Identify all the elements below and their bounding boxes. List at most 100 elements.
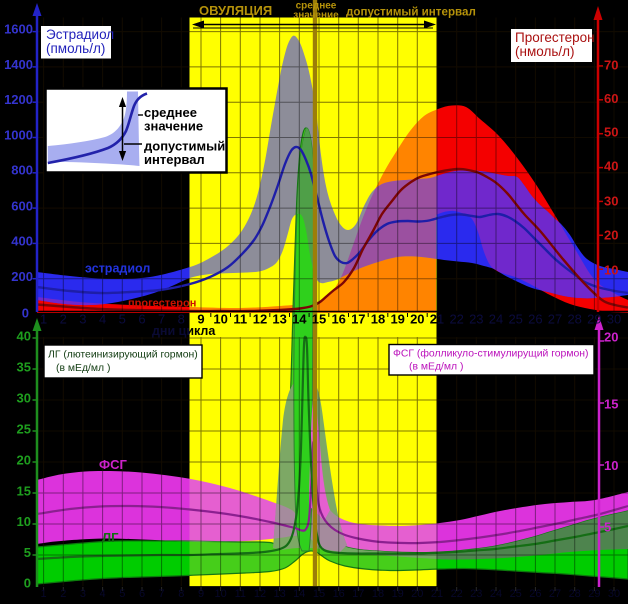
- svg-text:0: 0: [22, 306, 29, 321]
- svg-text:10: 10: [604, 263, 618, 278]
- svg-text:1600: 1600: [4, 22, 33, 37]
- svg-text:9: 9: [198, 588, 204, 599]
- svg-text:ЛГ (лютеинизирующий гормон): ЛГ (лютеинизирующий гормон): [48, 350, 198, 361]
- svg-text:5: 5: [119, 588, 125, 599]
- svg-text:40: 40: [604, 159, 618, 174]
- svg-text:18: 18: [372, 588, 384, 599]
- svg-text:21: 21: [431, 588, 443, 599]
- svg-text:22: 22: [451, 588, 463, 599]
- svg-text:20: 20: [17, 453, 31, 468]
- svg-text:17: 17: [351, 312, 365, 327]
- svg-text:5: 5: [119, 312, 126, 327]
- svg-text:50: 50: [604, 125, 618, 140]
- svg-text:10: 10: [213, 312, 227, 327]
- svg-text:19: 19: [392, 588, 404, 599]
- svg-text:эстрадиол: эстрадиол: [85, 262, 150, 276]
- svg-text:28: 28: [567, 312, 581, 327]
- svg-text:9: 9: [197, 312, 204, 327]
- svg-text:40: 40: [17, 329, 31, 344]
- svg-text:Прогестерон: Прогестерон: [515, 30, 595, 45]
- svg-text:29: 29: [588, 588, 600, 599]
- svg-text:30: 30: [608, 588, 620, 599]
- svg-text:ЛГ: ЛГ: [102, 530, 119, 545]
- svg-text:10: 10: [214, 588, 226, 599]
- svg-text:16: 16: [331, 312, 345, 327]
- svg-text:2: 2: [60, 588, 66, 599]
- svg-text:значение: значение: [293, 10, 339, 21]
- svg-text:20: 20: [411, 588, 423, 599]
- svg-text:Эстрадиол: Эстрадиол: [46, 27, 114, 42]
- svg-text:30: 30: [17, 391, 31, 406]
- svg-text:25: 25: [510, 588, 522, 599]
- svg-text:25: 25: [17, 422, 31, 437]
- svg-text:200: 200: [11, 269, 33, 284]
- svg-text:21: 21: [430, 312, 444, 327]
- svg-text:7: 7: [159, 588, 165, 599]
- svg-text:1000: 1000: [4, 128, 33, 143]
- svg-text:(в мЕд/мл ): (в мЕд/мл ): [56, 363, 110, 374]
- svg-text:12: 12: [253, 312, 267, 327]
- svg-text:60: 60: [604, 91, 618, 106]
- svg-text:25: 25: [508, 312, 522, 327]
- svg-text:400: 400: [11, 234, 33, 249]
- svg-text:интервал: интервал: [144, 152, 205, 167]
- svg-text:14: 14: [292, 312, 307, 327]
- svg-text:10: 10: [17, 514, 31, 529]
- svg-text:1400: 1400: [4, 57, 33, 72]
- svg-text:8: 8: [178, 588, 184, 599]
- svg-text:600: 600: [11, 199, 33, 214]
- svg-text:среднее: среднее: [144, 105, 197, 120]
- svg-text:15: 15: [604, 397, 618, 412]
- svg-text:6: 6: [139, 588, 145, 599]
- svg-text:30: 30: [607, 312, 621, 327]
- svg-text:14: 14: [293, 588, 305, 599]
- svg-text:26: 26: [529, 588, 541, 599]
- svg-text:27: 27: [548, 312, 562, 327]
- svg-text:1200: 1200: [4, 92, 33, 107]
- svg-text:35: 35: [17, 360, 31, 375]
- svg-text:1: 1: [40, 312, 47, 327]
- svg-text:11: 11: [235, 588, 246, 599]
- svg-text:70: 70: [604, 58, 618, 73]
- svg-text:20: 20: [604, 330, 618, 345]
- svg-text:30: 30: [604, 194, 618, 209]
- svg-text:15: 15: [17, 484, 31, 499]
- svg-text:22: 22: [449, 312, 463, 327]
- svg-text:11: 11: [233, 312, 247, 327]
- svg-text:24: 24: [489, 312, 503, 327]
- svg-text:(в мЕд/мл ): (в мЕд/мл ): [409, 362, 463, 373]
- svg-text:27: 27: [549, 588, 561, 599]
- svg-text:0: 0: [24, 576, 31, 591]
- svg-text:ОВУЛЯЦИЯ: ОВУЛЯЦИЯ: [199, 3, 272, 18]
- svg-text:800: 800: [11, 163, 33, 178]
- svg-text:дни цикла: дни цикла: [152, 324, 216, 338]
- svg-text:3: 3: [80, 588, 86, 599]
- svg-text:1: 1: [41, 588, 47, 599]
- svg-text:прогестерон: прогестерон: [128, 298, 196, 310]
- svg-text:23: 23: [469, 312, 483, 327]
- svg-text:(нмоль/л): (нмоль/л): [515, 44, 574, 59]
- svg-text:15: 15: [313, 588, 325, 599]
- svg-text:значение: значение: [144, 119, 203, 134]
- svg-text:4: 4: [99, 312, 106, 327]
- svg-text:28: 28: [569, 588, 581, 599]
- svg-text:(пмоль/л): (пмоль/л): [46, 41, 105, 56]
- svg-text:5: 5: [24, 545, 31, 560]
- svg-text:13: 13: [273, 588, 285, 599]
- svg-text:ФСГ (фолликуло-стимулирущий го: ФСГ (фолликуло-стимулирущий гормон): [393, 348, 588, 360]
- svg-text:15: 15: [312, 312, 326, 327]
- svg-text:4: 4: [100, 588, 106, 599]
- svg-text:ФСГ: ФСГ: [99, 457, 127, 472]
- svg-text:19: 19: [390, 312, 404, 327]
- svg-text:среднее: среднее: [296, 1, 337, 12]
- svg-text:18: 18: [371, 312, 385, 327]
- svg-text:16: 16: [333, 588, 345, 599]
- svg-text:29: 29: [587, 312, 601, 327]
- svg-text:7: 7: [158, 312, 165, 327]
- svg-text:26: 26: [528, 312, 542, 327]
- svg-text:2: 2: [60, 312, 67, 327]
- svg-text:24: 24: [490, 588, 502, 599]
- svg-text:допустимый: допустимый: [144, 139, 225, 154]
- svg-text:23: 23: [470, 588, 482, 599]
- svg-text:20: 20: [410, 312, 424, 327]
